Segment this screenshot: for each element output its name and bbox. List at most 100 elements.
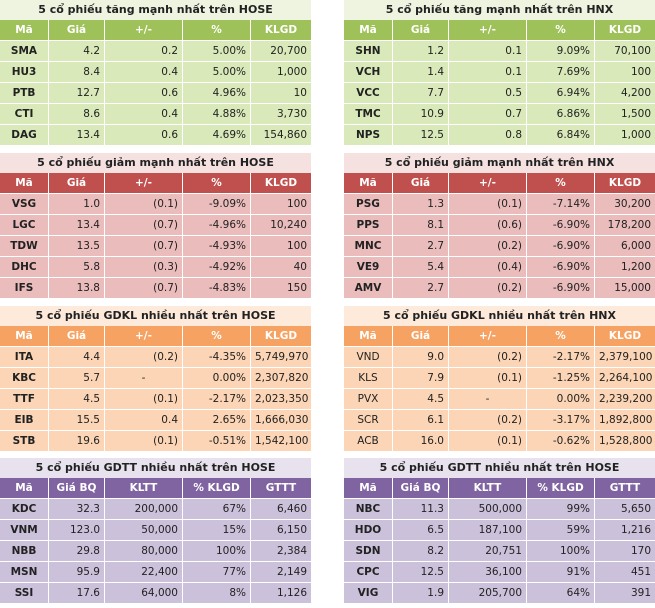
column-header-klgd: KLGD	[250, 20, 311, 40]
table-cell: 36,100	[448, 562, 526, 582]
table-cell: 2.7	[392, 278, 448, 298]
table-row: VND 9.0 (0.2) -2.17% 2,379,100	[344, 346, 655, 367]
stock-code-cell: SDN	[355, 545, 381, 557]
table-cell: -2.17%	[182, 389, 250, 409]
table-cell: -4.93%	[182, 236, 250, 256]
table-cell: 32.3	[48, 499, 104, 519]
column-header-ma: Mã	[359, 24, 377, 36]
stock-code-cell: VCH	[355, 66, 381, 78]
table-cell: 1,500	[594, 104, 655, 124]
column-header-gia: Giá	[48, 173, 104, 193]
table-cell: 1,200	[594, 257, 655, 277]
table-cell: 13.4	[48, 125, 104, 145]
table-cell: 0.00%	[526, 389, 594, 409]
table-cell: 10	[250, 83, 311, 103]
table-cell: 13.4	[48, 215, 104, 235]
table-cell: (0.1)	[104, 194, 182, 214]
table-cell: 5.00%	[182, 41, 250, 61]
stock-code-cell: NBB	[11, 545, 37, 557]
table-cell: 1.9	[392, 583, 448, 603]
table-row: VCH 1.4 0.1 7.69% 100	[344, 61, 655, 82]
table-row: PVX 4.5-0.00% 2,239,200	[344, 388, 655, 409]
column-header-klgd: KLGD	[594, 20, 655, 40]
table-cell: 1,528,800	[594, 431, 655, 451]
table-cell: 4.88%	[182, 104, 250, 124]
stock-code-cell: SHN	[355, 45, 381, 57]
table-row: NBB 29.8 80,000 100% 2,384	[0, 540, 311, 561]
panel-title: 5 cổ phiếu GDTT nhiều nhất trên HOSE	[344, 458, 655, 478]
table-row: IFS 13.8 (0.7) -4.83% 150	[0, 277, 311, 298]
table-cell: 70,100	[594, 41, 655, 61]
table-cell: 6.86%	[526, 104, 594, 124]
table-row: DHC 5.8 (0.3) -4.92% 40	[0, 256, 311, 277]
table-cell: 11.3	[392, 499, 448, 519]
stock-code-cell: ITA	[14, 351, 34, 363]
table-cell: 5.7	[48, 368, 104, 388]
table-cell: 15.5	[48, 410, 104, 430]
table-cell: (0.2)	[448, 278, 526, 298]
column-header-ma: Mã	[359, 177, 377, 189]
column-header-change: %	[526, 173, 594, 193]
table-cell: (0.2)	[104, 347, 182, 367]
table-cell: 2,379,100	[594, 347, 655, 367]
stock-code-cell: VND	[356, 351, 380, 363]
table-cell: 0.1	[448, 62, 526, 82]
stock-code-cell: HU3	[11, 66, 37, 78]
table-row: VIG 1.9 205,700 64% 391	[344, 582, 655, 603]
table-row: MNC 2.7 (0.2) -6.90% 6,000	[344, 235, 655, 256]
column-header-change: %	[182, 326, 250, 346]
panel-title: 5 cổ phiếu giảm mạnh nhất trên HOSE	[0, 153, 311, 173]
table-cell: 187,100	[448, 520, 526, 540]
table-cell: 0.6	[104, 125, 182, 145]
column-header-ma: Mã	[15, 24, 33, 36]
table-cell: 3,730	[250, 104, 311, 124]
table-cell: 2.65%	[182, 410, 250, 430]
panel-title: 5 cổ phiếu GDTT nhiều nhất trên HOSE	[0, 458, 311, 478]
table-cell: 6,000	[594, 236, 655, 256]
panel-title: 5 cổ phiếu tăng mạnh nhất trên HNX	[344, 0, 655, 20]
table-panel-1: 5 cổ phiếu tăng mạnh nhất trên HOSE Mã Giá…	[0, 0, 311, 145]
table-cell: -9.09%	[182, 194, 250, 214]
stock-code-cell: HDO	[354, 524, 382, 536]
table-cell: -4.35%	[182, 347, 250, 367]
table-cell: 4.5	[48, 389, 104, 409]
table-cell: -6.90%	[526, 236, 594, 256]
stock-code-cell: KLS	[358, 372, 378, 384]
table-cell: 150	[250, 278, 311, 298]
table-panel-3: 5 cổ phiếu giảm mạnh nhất trên HOSE Mã Giá…	[0, 153, 311, 298]
table-cell: -	[104, 368, 182, 388]
panel-title: 5 cổ phiếu GDKL nhiều nhất trên HOSE	[0, 306, 311, 326]
table-cell: 2,239,200	[594, 389, 655, 409]
table-row: ACB 16.0 (0.1) -0.62% 1,528,800	[344, 430, 655, 451]
table-row: LGC 13.4 (0.7) -4.96% 10,240	[0, 214, 311, 235]
table-cell: 1,000	[250, 62, 311, 82]
table-cell: 0.00%	[182, 368, 250, 388]
table-row: VNM 123.0 50,000 15% 6,150	[0, 519, 311, 540]
table-cell: (0.7)	[104, 236, 182, 256]
table-row: ITA 4.4 (0.2) -4.35% 5,749,970	[0, 346, 311, 367]
table-cell: (0.2)	[448, 347, 526, 367]
table-cell: 6,460	[250, 499, 311, 519]
column-header-ma: Mã	[359, 482, 377, 494]
table-row: EIB 15.5 0.4 2.65% 1,666,030	[0, 409, 311, 430]
table-cell: 200,000	[104, 499, 182, 519]
table-row: SMA 4.2 0.2 5.00% 20,700	[0, 40, 311, 61]
table-header-row: Mã Giá +/-% KLGD	[0, 20, 311, 40]
table-cell: 12.5	[392, 562, 448, 582]
table-cell: 64,000	[104, 583, 182, 603]
table-cell: 80,000	[104, 541, 182, 561]
table-row: STB 19.6 (0.1) -0.51% 1,542,100	[0, 430, 311, 451]
table-cell: 154,860	[250, 125, 311, 145]
table-cell: 100	[250, 236, 311, 256]
stock-code-cell: VSG	[11, 198, 37, 210]
column-header-klgd: % KLGD	[182, 478, 250, 498]
table-cell: -1.25%	[526, 368, 594, 388]
table-cell: 4.96%	[182, 83, 250, 103]
table-cell: 7.69%	[526, 62, 594, 82]
table-cell: -0.51%	[182, 431, 250, 451]
stock-code-cell: MSN	[10, 566, 38, 578]
table-cell: 0.6	[104, 83, 182, 103]
column-header-gia: Giá	[48, 326, 104, 346]
panel-title: 5 cổ phiếu GDKL nhiều nhất trên HNX	[344, 306, 655, 326]
